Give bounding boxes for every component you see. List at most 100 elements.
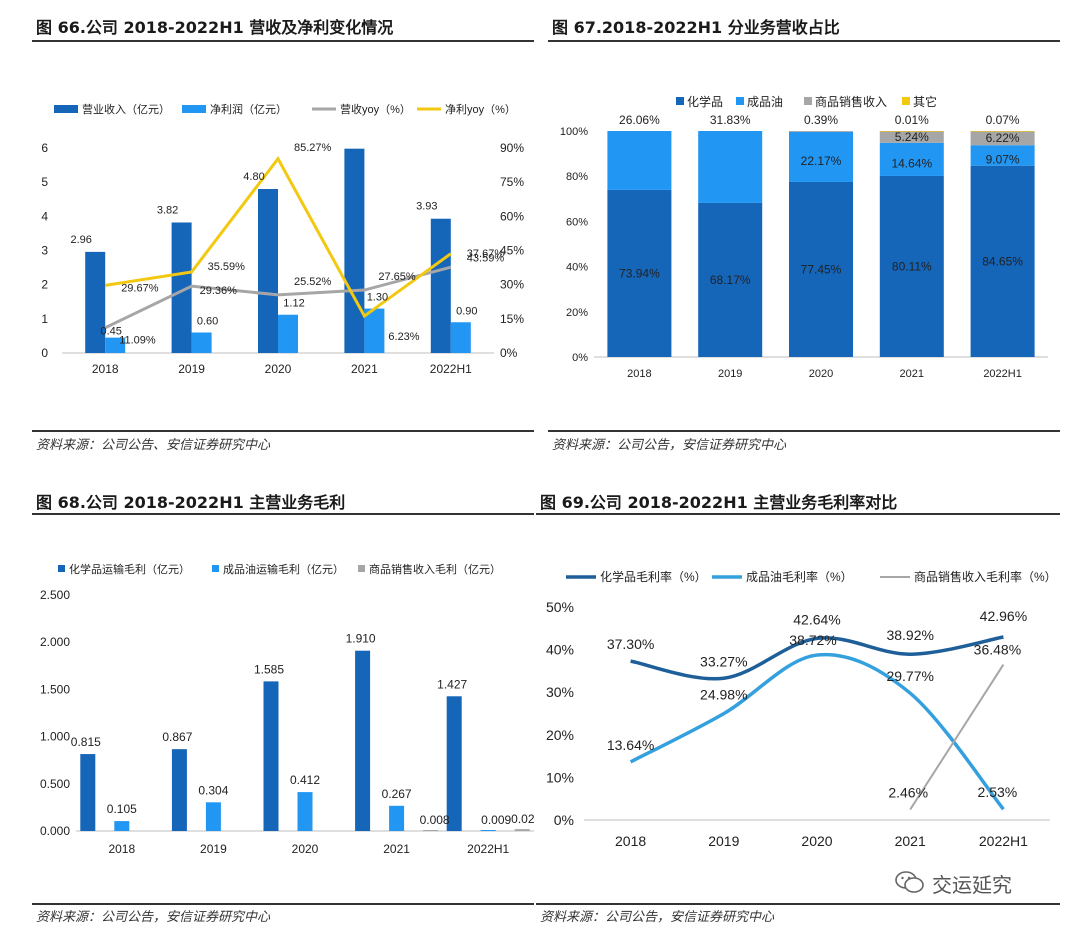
title-rule-66	[32, 40, 534, 42]
data-label: 2.46%	[888, 785, 928, 801]
data-label: 37.30%	[607, 636, 654, 652]
data-label: 13.64%	[607, 737, 654, 753]
data-label: 1.427	[437, 677, 467, 691]
data-label: 36.48%	[974, 642, 1021, 658]
chart-gross-margin: 0% 10% 20% 30% 40% 50% 2018 2019 2020 2021 2022H1 3…	[546, 569, 1057, 849]
data-label: 33.27%	[700, 653, 747, 669]
x-tick-label: 2022H1	[979, 833, 1028, 849]
bar-sales	[423, 830, 439, 831]
title-rule-68	[32, 513, 534, 515]
legend-swatch	[54, 105, 78, 113]
data-label-bar: 1.30	[367, 292, 388, 304]
data-label: 1.910	[346, 632, 376, 646]
data-label-bar: 2.96	[70, 234, 91, 246]
legend-label: 净利yoy（%）	[445, 102, 516, 116]
legend-label: 化学品	[687, 94, 723, 109]
data-label-bar: 0.90	[456, 305, 477, 317]
bar-oil	[205, 802, 221, 831]
y-tick-label: 30%	[546, 684, 574, 700]
x-tick-label: 2020	[801, 833, 832, 849]
x-tick-label: 2019	[718, 368, 742, 380]
bar-segment-0	[607, 189, 672, 357]
legend-label: 营收yoy（%）	[340, 102, 411, 116]
source-note-66: 资料来源：公司公告、安信证券研究中心	[36, 438, 271, 453]
chart-revenue-mix: 0% 20% 40% 60% 80% 100% 2018 2019 2020 2021 2022H1…	[560, 94, 1048, 380]
y-tick-label: 0.000	[40, 824, 70, 838]
bar-segment-0	[970, 165, 1035, 357]
legend-swatch	[804, 97, 812, 105]
x-tick-label: 2021	[900, 368, 924, 380]
data-label: 1.585	[254, 662, 284, 676]
data-label: 0.267	[382, 787, 412, 801]
line-profit-yoy	[104, 156, 452, 319]
y-right-tick-label: 0%	[500, 346, 518, 360]
bar-oil	[297, 792, 313, 831]
data-label: 42.96%	[980, 608, 1027, 624]
bar-net-profit	[450, 322, 471, 353]
bar-net-profit	[364, 308, 385, 353]
data-label-line: 37.67%	[467, 248, 505, 260]
data-label: 73.94%	[619, 266, 660, 280]
x-tick-label: 2018	[92, 362, 119, 376]
x-tick-label: 2018	[627, 368, 651, 380]
source-rule-67	[548, 430, 1060, 432]
data-label-line: 29.67%	[121, 282, 159, 294]
y-tick-label: 2.500	[40, 588, 70, 602]
legend-label: 成品油运输毛利（亿元）	[223, 562, 344, 576]
x-tick-label: 2019	[200, 842, 227, 856]
y-tick-label: 10%	[546, 769, 574, 785]
y-tick-label: 0%	[554, 812, 574, 828]
bar-segment-1	[879, 142, 944, 176]
y-left-tick-label: 1	[41, 312, 48, 326]
y-right-tick-label: 90%	[500, 141, 524, 155]
x-tick-label: 2021	[895, 833, 926, 849]
bar-revenue	[344, 148, 365, 353]
bar-chemical	[263, 681, 279, 831]
bar-segment-2	[879, 131, 944, 143]
data-label: 24.98%	[700, 687, 747, 703]
y-tick-label: 20%	[546, 727, 574, 743]
bar-segment-3	[970, 130, 1035, 132]
data-label-bar: 3.82	[157, 204, 178, 216]
bar-net-profit	[191, 332, 212, 353]
x-tick-label: 2021	[383, 842, 410, 856]
data-label-line: 43.59%	[467, 253, 505, 265]
source-note-68: 资料来源：公司公告，安信证券研究中心	[36, 910, 271, 925]
y-right-tick-label: 45%	[500, 244, 524, 258]
data-label-bar: 4.80	[243, 171, 264, 183]
data-label: 29.77%	[886, 668, 933, 684]
data-label-bar: 3.93	[416, 201, 437, 213]
y-left-tick-label: 2	[41, 278, 48, 292]
legend-swatch	[736, 97, 744, 105]
y-tick-label: 100%	[560, 126, 588, 138]
data-label: 42.64%	[793, 611, 840, 627]
legend-label: 商品销售收入毛利率（%）	[914, 569, 1057, 584]
data-label: 9.07%	[986, 152, 1020, 166]
data-label-line: 29.36%	[200, 285, 238, 297]
line-revenue-yoy	[104, 265, 452, 330]
data-label: 2.53%	[978, 784, 1018, 800]
x-tick-label: 2019	[178, 362, 205, 376]
page-title-68: 图 68.公司 2018-2022H1 主营业务毛利	[36, 493, 346, 512]
bar-segment-0	[789, 181, 853, 357]
data-label: 22.17%	[801, 154, 842, 168]
bar-oil	[389, 805, 405, 831]
title-rule-69	[536, 513, 1060, 515]
data-label: 0.020	[511, 812, 534, 826]
bar-chemical	[446, 696, 462, 831]
y-tick-label: 80%	[566, 171, 588, 183]
legend-swatch	[358, 565, 365, 572]
legend-swatch	[58, 565, 65, 572]
y-tick-label: 40%	[566, 262, 588, 274]
legend-label: 成品油毛利率（%）	[746, 569, 853, 584]
legend-label: 商品销售收入毛利（亿元）	[369, 562, 501, 576]
bar-chemical	[80, 754, 96, 831]
x-tick-label: 2021	[351, 362, 378, 376]
data-label: 77.45%	[801, 262, 842, 276]
source-note-67: 资料来源：公司公告，安信证券研究中心	[552, 438, 787, 453]
source-rule-66	[32, 430, 534, 432]
data-label-line: 85.27%	[294, 142, 332, 154]
x-tick-label: 2020	[265, 362, 292, 376]
y-right-tick-label: 30%	[500, 278, 524, 292]
